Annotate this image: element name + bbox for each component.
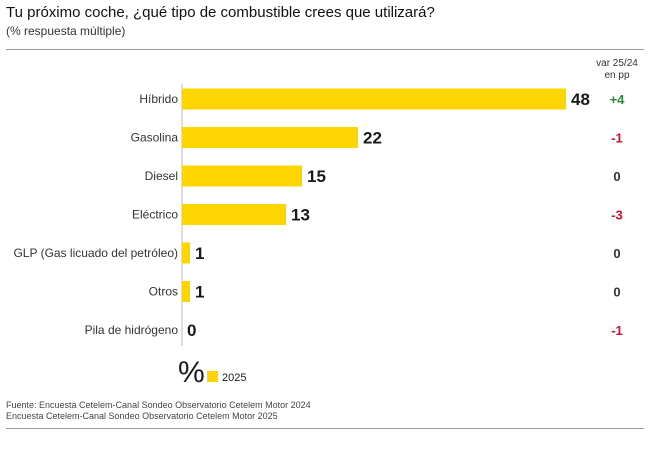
variation-value: -1 [611, 131, 623, 146]
variation-value: 0 [613, 169, 620, 184]
value-label: 0 [187, 321, 196, 340]
chart-title: Tu próximo coche, ¿qué tipo de combustib… [6, 4, 435, 21]
category-label: Otros [149, 285, 178, 299]
value-label: 22 [363, 129, 382, 148]
category-label: Pila de hidrógeno [85, 323, 179, 337]
unit-symbol: % [178, 356, 205, 389]
category-label: Gasolina [131, 131, 179, 145]
source-line-2: Encuesta Cetelem-Canal Sondeo Observator… [6, 411, 278, 421]
top-divider [6, 49, 644, 50]
bar-rows: Híbrido 48 +4 Gasolina 22 -1 Diesel 15 0 Eléctric… [13, 88, 626, 340]
variation-value: +4 [610, 92, 626, 107]
value-label: 15 [307, 167, 326, 186]
legend-swatch [207, 371, 218, 382]
category-label: Diesel [145, 169, 178, 183]
source-line-1: Fuente: Encuesta Cetelem-Canal Sondeo Ob… [6, 400, 311, 410]
bar [182, 242, 190, 264]
chart-subtitle: (% respuesta múltiple) [6, 24, 126, 38]
value-label: 1 [195, 244, 204, 263]
bar [182, 281, 190, 302]
bar [182, 204, 286, 225]
variation-header-line1: var 25/24 [596, 58, 638, 69]
bar [182, 127, 358, 148]
sources-note: Fuente: Encuesta Cetelem-Canal Sondeo Ob… [6, 400, 311, 422]
variation-header-line2: en pp [604, 70, 630, 81]
bar-chart: Híbrido 48 +4 Gasolina 22 -1 Diesel 15 0 Eléctric… [13, 84, 626, 389]
variation-value: -1 [611, 323, 623, 338]
variation-value: 0 [613, 285, 620, 300]
variation-header: var 25/24 en pp [590, 58, 644, 82]
legend-label: 2025 [222, 372, 246, 384]
value-label: 13 [291, 206, 310, 225]
variation-value: -3 [611, 208, 623, 223]
category-label: Eléctrico [132, 208, 178, 222]
value-label: 48 [571, 90, 590, 109]
bar [182, 88, 566, 110]
bottom-divider [6, 428, 644, 429]
category-label: Híbrido [139, 92, 178, 106]
value-label: 1 [195, 283, 204, 302]
category-label: GLP (Gas licuado del petróleo) [13, 246, 178, 260]
variation-value: 0 [613, 246, 620, 261]
bar [182, 165, 302, 187]
